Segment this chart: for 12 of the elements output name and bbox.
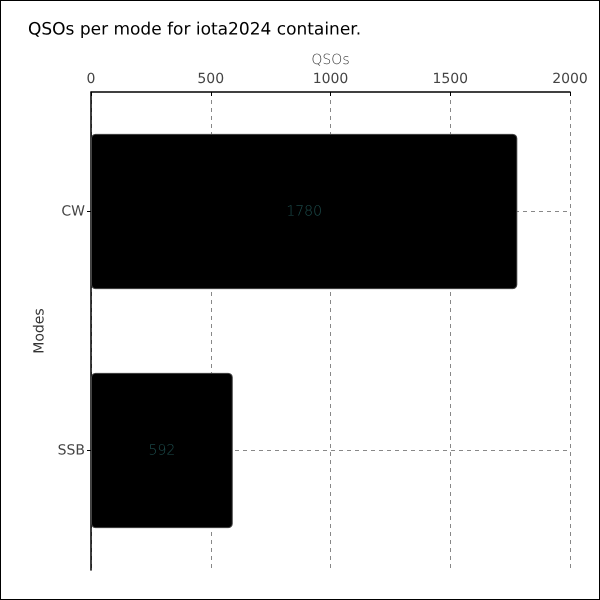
y-axis-title: Modes: [32, 308, 48, 354]
data-label: 592: [148, 442, 176, 458]
data-label: 1780: [286, 204, 322, 220]
x-tick-label: 2000: [552, 71, 588, 87]
x-tick-label: 1500: [432, 71, 468, 87]
y-tick-label: SSB: [58, 442, 85, 458]
chart-title: QSOs per mode for iota2024 container.: [28, 20, 362, 40]
x-tick-label: 500: [197, 71, 224, 87]
x-tick-label: 0: [86, 71, 96, 87]
x-tick-label: 1000: [312, 71, 348, 87]
y-tick-label: CW: [61, 204, 86, 220]
x-axis-title: QSOs: [311, 52, 350, 68]
